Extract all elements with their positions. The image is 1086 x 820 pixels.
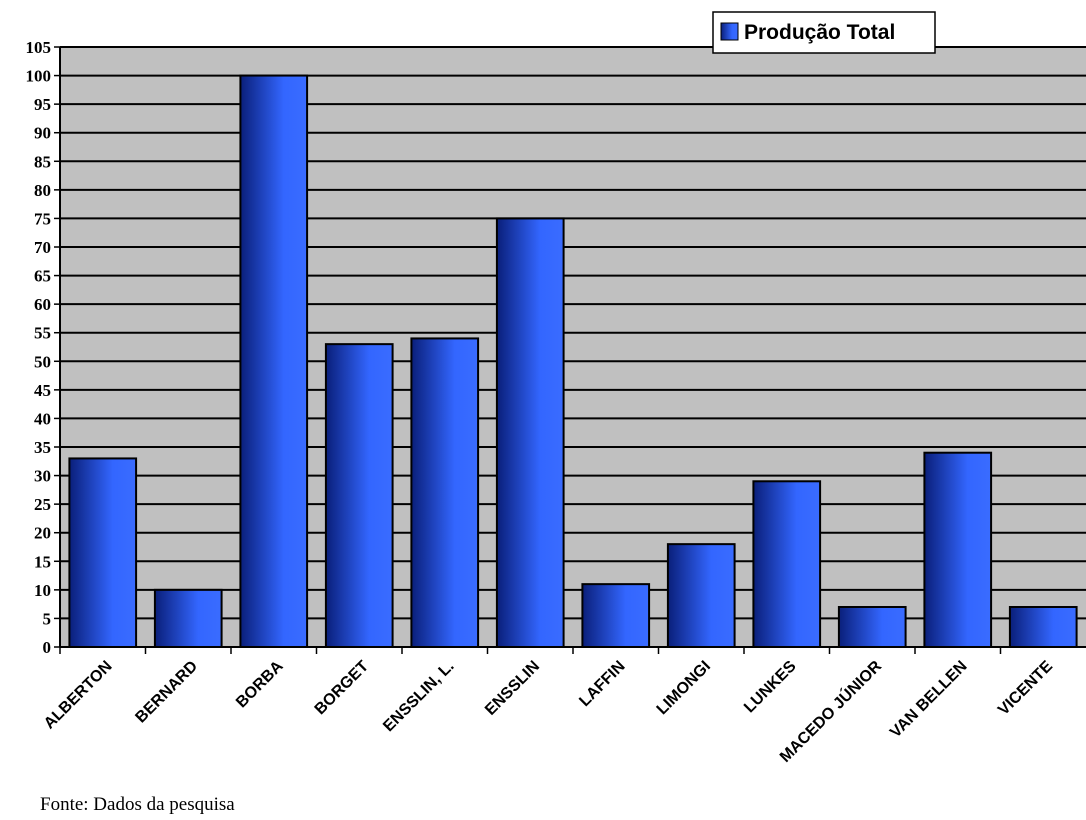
y-tick-label: 65 <box>34 267 51 286</box>
y-tick-label: 100 <box>26 67 52 86</box>
x-tick-label: LUNKES <box>741 658 800 717</box>
bar <box>752 480 822 648</box>
y-tick-label: 70 <box>34 238 51 257</box>
y-tick-label: 10 <box>34 581 51 600</box>
y-tick-label: 5 <box>43 609 52 628</box>
bar <box>495 217 565 649</box>
y-tick-label: 25 <box>34 495 51 514</box>
y-axis-ticks: 0 5 10 15 20 25 30 35 40 45 50 55 60 65 70 75 80 85 90 95 10… <box>26 38 60 657</box>
bar <box>410 337 480 648</box>
y-tick-label: 0 <box>43 638 52 657</box>
bar <box>153 588 223 648</box>
x-tick-label: ALBERTON <box>41 658 116 733</box>
x-tick-label: BORBA <box>233 657 287 711</box>
source-note: Fonte: Dados da pesquisa <box>40 794 235 815</box>
y-tick-label: 95 <box>34 95 51 114</box>
x-axis-ticks: ALBERTON BERNARD BORBA BORGET ENSSLIN, L. ENS… <box>41 647 1056 766</box>
x-tick-label: BORGET <box>312 658 373 719</box>
legend-swatch <box>720 22 739 41</box>
gridlines <box>60 46 1086 620</box>
x-tick-label: LAFFIN <box>576 658 628 710</box>
bar <box>68 457 138 648</box>
y-tick-label: 30 <box>34 467 51 486</box>
y-tick-label: 50 <box>34 352 51 371</box>
bar <box>837 606 907 648</box>
legend-label: Produção Total <box>744 21 895 44</box>
y-tick-label: 80 <box>34 181 51 200</box>
x-tick-label: LIMONGI <box>654 658 714 718</box>
y-tick-label: 40 <box>34 409 51 428</box>
bars <box>68 74 1078 649</box>
y-tick-label: 90 <box>34 124 51 143</box>
y-tick-label: 105 <box>26 38 52 57</box>
legend: Produção Total <box>712 11 936 54</box>
bar <box>324 343 394 648</box>
bar <box>239 74 309 649</box>
y-tick-label: 35 <box>34 438 51 457</box>
legend-box <box>712 11 936 54</box>
x-tick-label: VICENTE <box>995 658 1056 719</box>
x-tick-label: ENSSLIN <box>482 658 543 719</box>
bar <box>581 583 651 649</box>
x-tick-label: BERNARD <box>132 658 201 727</box>
x-tick-label: VAN BELLEN <box>887 658 970 741</box>
bar <box>923 451 993 649</box>
plot-area <box>60 47 1086 647</box>
bar <box>666 543 736 649</box>
bar <box>1008 606 1078 648</box>
y-tick-label: 15 <box>34 552 51 571</box>
y-tick-label: 75 <box>34 209 51 228</box>
y-tick-label: 85 <box>34 152 51 171</box>
y-tick-label: 55 <box>34 324 51 343</box>
x-tick-label: ENSSLIN, L. <box>380 658 457 735</box>
y-tick-label: 60 <box>34 295 51 314</box>
y-tick-label: 45 <box>34 381 51 400</box>
y-tick-label: 20 <box>34 524 51 543</box>
